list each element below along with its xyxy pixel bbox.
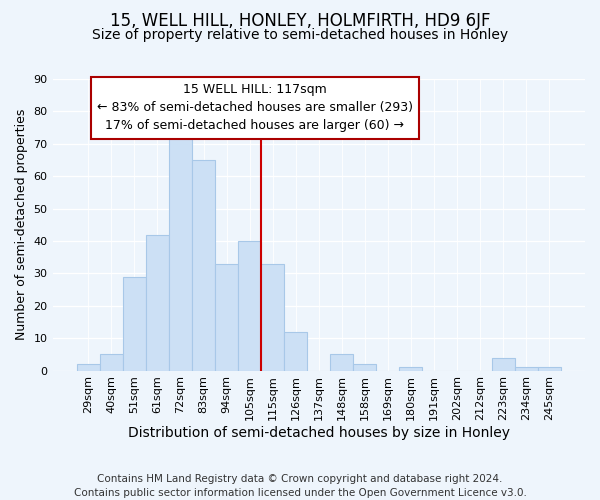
Bar bbox=[330, 354, 353, 370]
Bar bbox=[215, 264, 238, 370]
Text: 15, WELL HILL, HONLEY, HOLMFIRTH, HD9 6JF: 15, WELL HILL, HONLEY, HOLMFIRTH, HD9 6J… bbox=[110, 12, 490, 30]
Bar bbox=[77, 364, 100, 370]
Bar bbox=[169, 128, 192, 370]
Bar bbox=[400, 368, 422, 370]
Text: Size of property relative to semi-detached houses in Honley: Size of property relative to semi-detach… bbox=[92, 28, 508, 42]
X-axis label: Distribution of semi-detached houses by size in Honley: Distribution of semi-detached houses by … bbox=[128, 426, 510, 440]
Y-axis label: Number of semi-detached properties: Number of semi-detached properties bbox=[15, 109, 28, 340]
Bar bbox=[353, 364, 376, 370]
Bar bbox=[515, 368, 538, 370]
Bar bbox=[146, 234, 169, 370]
Bar bbox=[491, 358, 515, 370]
Bar bbox=[284, 332, 307, 370]
Text: Contains HM Land Registry data © Crown copyright and database right 2024.
Contai: Contains HM Land Registry data © Crown c… bbox=[74, 474, 526, 498]
Bar bbox=[538, 368, 561, 370]
Text: 15 WELL HILL: 117sqm
← 83% of semi-detached houses are smaller (293)
17% of semi: 15 WELL HILL: 117sqm ← 83% of semi-detac… bbox=[97, 84, 413, 132]
Bar bbox=[100, 354, 123, 370]
Bar bbox=[261, 264, 284, 370]
Bar bbox=[238, 241, 261, 370]
Bar bbox=[123, 276, 146, 370]
Bar bbox=[192, 160, 215, 370]
